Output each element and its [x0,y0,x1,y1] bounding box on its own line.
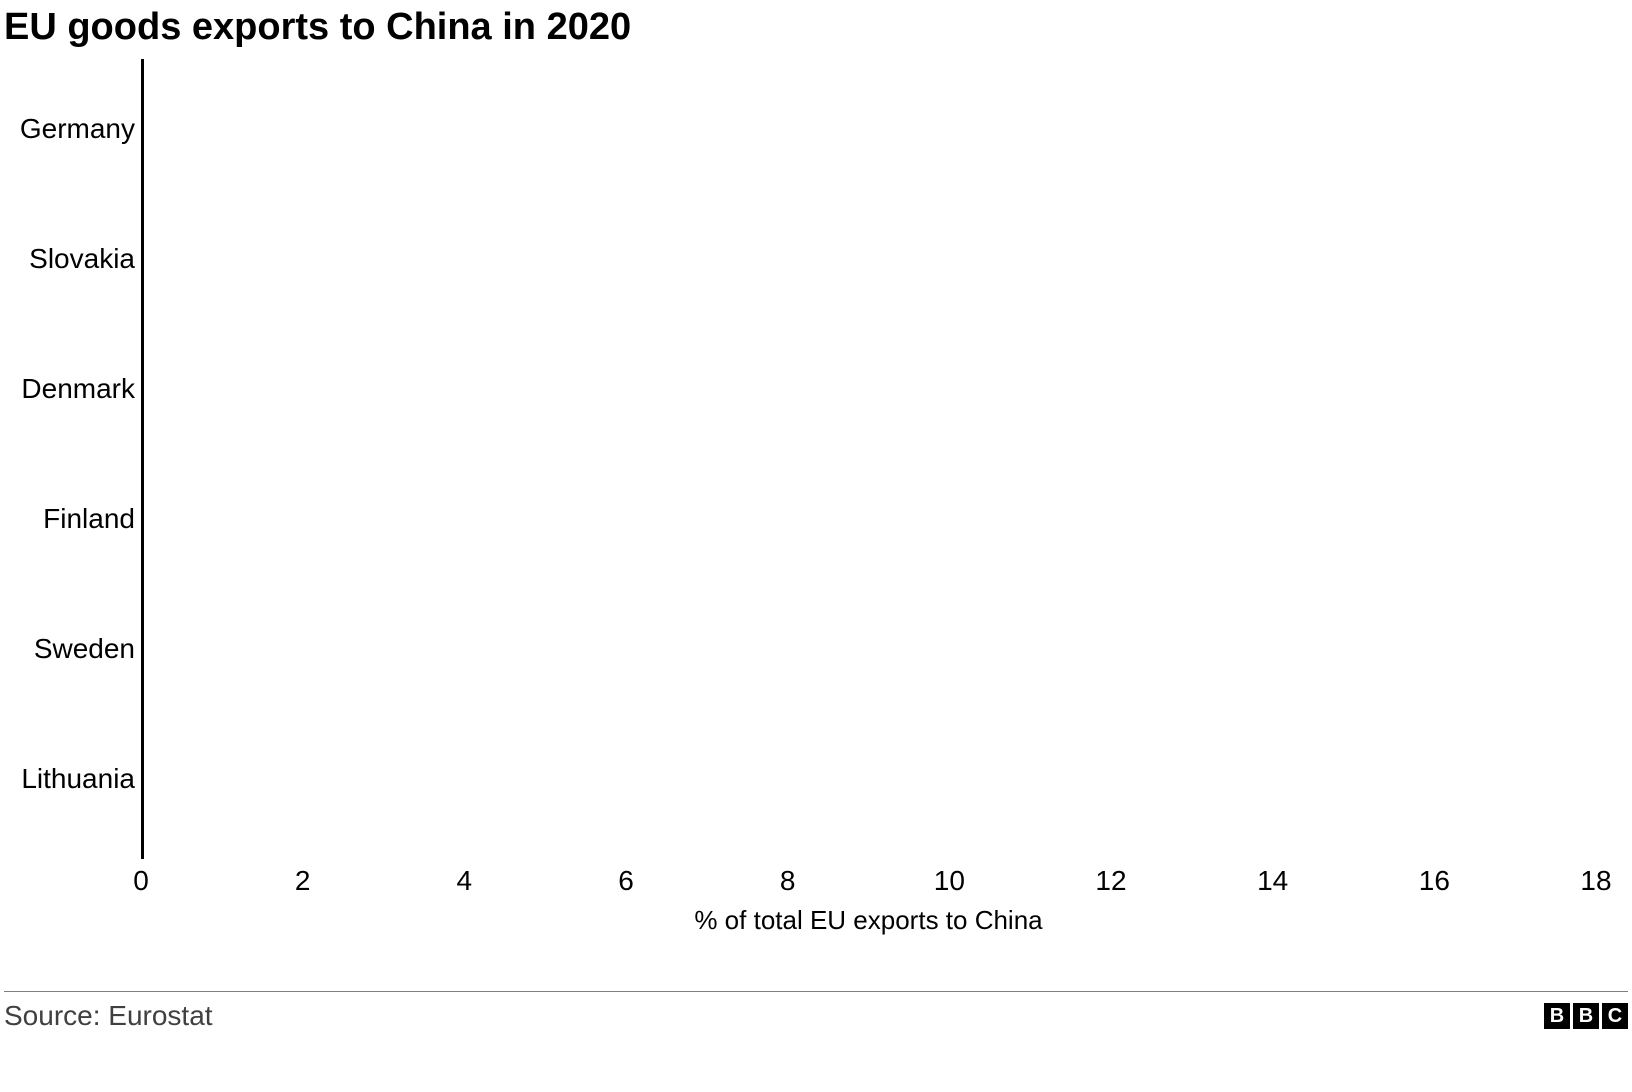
x-tick-label: 18 [1580,865,1611,897]
x-tick-label: 6 [618,865,634,897]
x-tick-label: 4 [457,865,473,897]
y-axis-label: Sweden [34,633,135,665]
logo-letter: C [1602,1003,1628,1029]
x-tick-label: 12 [1095,865,1126,897]
chart-title: EU goods exports to China in 2020 [0,0,1632,59]
x-tick-label: 8 [780,865,796,897]
bbc-logo: BBC [1544,1003,1628,1029]
x-tick-label: 10 [934,865,965,897]
y-axis-labels: Germany Slovakia Denmark Finland Sweden Lithu… [6,59,141,929]
x-tick-label: 14 [1257,865,1288,897]
logo-letter: B [1573,1003,1599,1029]
x-axis-title: % of total EU exports to China [141,905,1596,936]
chart-area: Germany Slovakia Denmark Finland Sweden Lithu… [6,59,1626,929]
x-tick-label: 16 [1419,865,1450,897]
source-text: Source: Eurostat [4,1000,213,1032]
y-axis-label: Denmark [21,373,135,405]
y-axis-label: Germany [20,113,135,145]
x-tick-label: 2 [295,865,311,897]
y-axis-label: Lithuania [21,763,135,795]
plot-area [141,59,1596,859]
y-axis-label: Slovakia [29,243,135,275]
logo-letter: B [1544,1003,1570,1029]
x-tick-label: 0 [133,865,149,897]
chart-footer: Source: Eurostat BBC [4,991,1628,1032]
y-axis-label: Finland [43,503,135,535]
